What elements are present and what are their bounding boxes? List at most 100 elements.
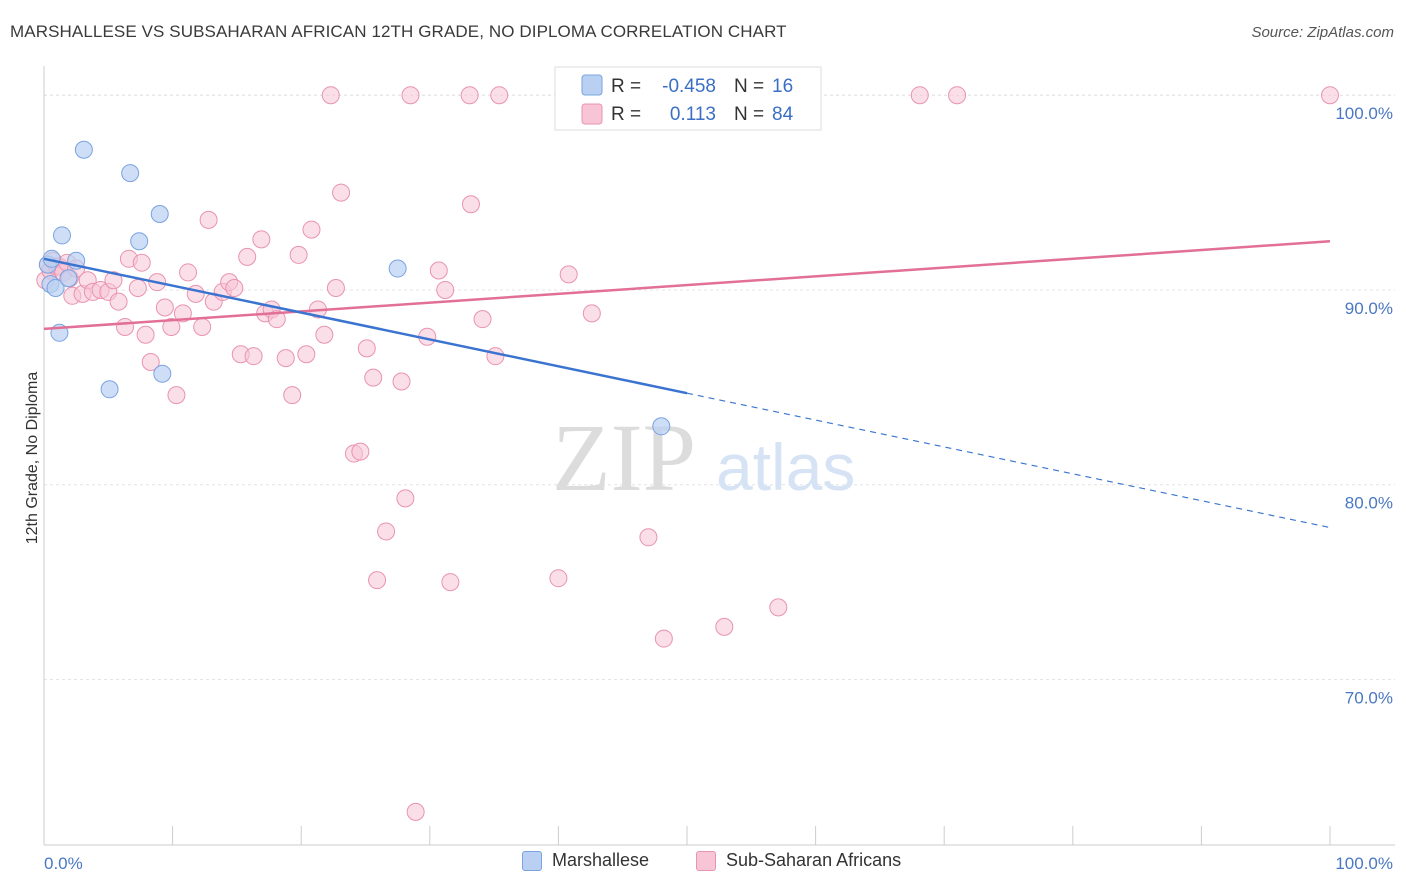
data-point-sub-saharan xyxy=(582,304,601,323)
data-point-sub-saharan xyxy=(167,386,186,405)
data-point-sub-saharan xyxy=(225,279,244,298)
trend-lines xyxy=(43,240,1331,529)
data-point-sub-saharan xyxy=(283,386,302,405)
y-tick-labels: 70.0% 80.0% 90.0% 100.0% xyxy=(1335,104,1393,707)
legend-r-value-2: 0.113 xyxy=(670,104,716,125)
data-point-sub-saharan xyxy=(639,528,658,547)
trend-line-sub-saharan xyxy=(43,240,1331,331)
watermark-zip: ZIP xyxy=(552,404,696,511)
data-point-sub-saharan xyxy=(910,86,929,105)
legend-n-label-1: N = xyxy=(734,76,764,97)
data-point-sub-saharan xyxy=(276,349,295,368)
legend-r-label-2: R = xyxy=(611,104,641,125)
data-point-marshallese xyxy=(46,279,65,298)
data-point-sub-saharan xyxy=(396,489,415,508)
legend-swatch-sub-saharan xyxy=(696,850,716,871)
y-tick-label: 70.0% xyxy=(1345,688,1393,707)
data-point-sub-saharan xyxy=(162,317,181,336)
legend-label-sub-saharan: Sub-Saharan Africans xyxy=(726,850,902,870)
data-point-sub-saharan xyxy=(186,284,205,303)
data-point-sub-saharan xyxy=(392,372,411,391)
data-point-sub-saharan xyxy=(109,292,128,311)
legend-swatch-marshallese xyxy=(522,850,542,871)
source-label: Source: ZipAtlas.com xyxy=(1251,24,1394,41)
watermark: ZIP atlas xyxy=(552,404,855,511)
data-point-sub-saharan xyxy=(377,522,396,541)
data-point-sub-saharan xyxy=(141,353,160,372)
trend-line-marshallese xyxy=(43,257,688,395)
data-point-sub-saharan xyxy=(244,347,263,366)
legend-item-marshallese: Marshallese xyxy=(522,850,649,871)
legend-label-marshallese: Marshallese xyxy=(552,850,650,870)
data-point-sub-saharan xyxy=(654,629,673,648)
data-point-sub-saharan xyxy=(173,304,192,323)
data-point-marshallese xyxy=(59,269,78,288)
data-point-marshallese xyxy=(74,140,93,159)
data-point-sub-saharan xyxy=(267,310,286,329)
data-point-sub-saharan xyxy=(302,220,321,239)
data-point-sub-saharan xyxy=(441,573,460,592)
data-point-sub-saharan xyxy=(128,279,147,298)
data-point-sub-saharan xyxy=(326,279,345,298)
data-point-sub-saharan xyxy=(769,598,788,617)
data-point-sub-saharan xyxy=(490,86,509,105)
legend-item-sub-saharan: Sub-Saharan Africans xyxy=(696,850,901,871)
data-point-sub-saharan xyxy=(559,265,578,284)
data-point-sub-saharan xyxy=(364,368,383,387)
data-point-sub-saharan xyxy=(1321,86,1339,105)
data-point-sub-saharan xyxy=(297,345,316,364)
data-point-sub-saharan xyxy=(104,271,123,290)
data-point-sub-saharan xyxy=(289,245,308,264)
data-point-sub-saharan xyxy=(193,317,212,336)
data-point-sub-saharan xyxy=(368,571,387,590)
data-point-sub-saharan xyxy=(179,263,198,282)
data-point-sub-saharan xyxy=(132,253,151,272)
x-tick-label: 0.0% xyxy=(44,854,83,873)
data-point-sub-saharan xyxy=(948,86,967,105)
data-point-sub-saharan xyxy=(136,325,155,344)
data-point-sub-saharan xyxy=(436,280,455,299)
legend-box: R = -0.458 N = 16 R = 0.113 N = 84 xyxy=(554,66,822,131)
data-point-sub-saharan xyxy=(315,325,334,344)
legend-n-value-1: 16 xyxy=(772,76,793,97)
chart-title: MARSHALLESE VS SUBSAHARAN AFRICAN 12TH G… xyxy=(10,22,787,41)
x-tick-label: 100.0% xyxy=(1335,854,1393,873)
y-tick-label: 80.0% xyxy=(1345,494,1393,513)
data-point-sub-saharan xyxy=(460,86,479,105)
data-point-sub-saharan xyxy=(429,261,448,280)
legend-r-label-1: R = xyxy=(611,76,641,97)
legend-n-value-2: 84 xyxy=(772,104,794,125)
axes xyxy=(43,66,1395,846)
data-point-sub-saharan xyxy=(116,317,135,336)
data-point-sub-saharan xyxy=(252,230,271,249)
y-tick-label: 90.0% xyxy=(1345,299,1393,318)
legend-r-value-1: -0.458 xyxy=(662,76,716,97)
data-point-marshallese xyxy=(130,232,149,251)
data-point-marshallese xyxy=(100,380,119,399)
data-point-marshallese xyxy=(388,259,407,278)
grid-lines xyxy=(44,94,1395,680)
bottom-legend: Marshallese Sub-Saharan Africans xyxy=(0,850,1406,878)
data-point-sub-saharan xyxy=(401,86,420,105)
legend-n-label-2: N = xyxy=(734,104,764,125)
data-point-marshallese xyxy=(153,364,172,383)
data-point-marshallese xyxy=(652,417,671,436)
data-point-sub-saharan xyxy=(461,195,480,214)
watermark-atlas: atlas xyxy=(716,430,855,504)
y-axis-label: 12th Grade, No Diploma xyxy=(24,372,41,545)
data-point-sub-saharan xyxy=(238,247,257,266)
data-point-marshallese xyxy=(121,164,140,183)
data-point-sub-saharan xyxy=(321,86,340,105)
data-point-sub-saharan xyxy=(351,442,370,461)
data-point-sub-saharan xyxy=(486,347,505,366)
data-point-marshallese xyxy=(150,205,169,224)
legend-swatch-pink xyxy=(581,103,603,125)
data-point-sub-saharan xyxy=(332,183,351,202)
data-point-sub-saharan xyxy=(549,569,568,588)
legend-swatch-blue xyxy=(581,74,603,96)
x-tick-labels: 0.0% 100.0% xyxy=(44,854,1393,873)
data-point-sub-saharan xyxy=(357,339,376,358)
data-point-sub-saharan xyxy=(155,298,174,317)
data-point-marshallese xyxy=(42,249,61,268)
